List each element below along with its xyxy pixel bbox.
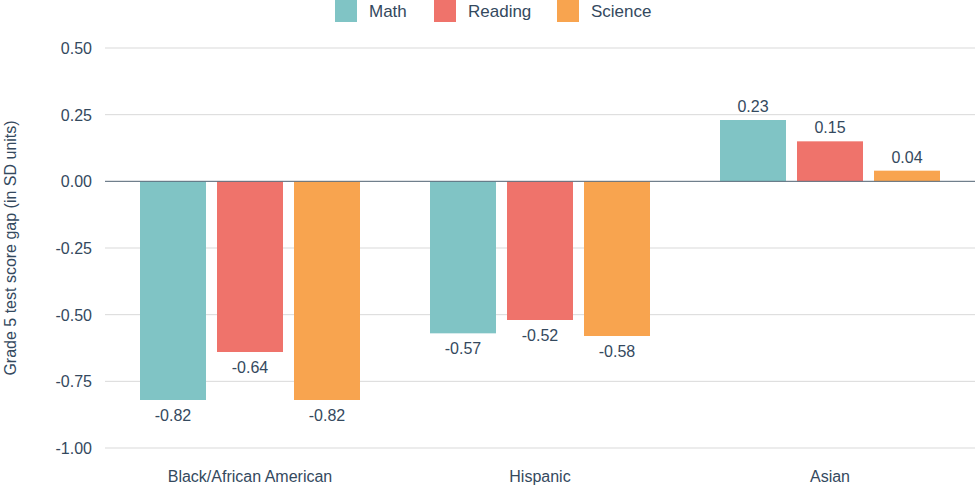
data-label: -0.82: [155, 407, 192, 424]
data-labels: -0.82 -0.64 -0.82 -0.57 -0.52 -0.58 0.23 0.15 0.…: [155, 98, 923, 424]
bar: [720, 120, 786, 181]
x-tick-label: Hispanic: [509, 468, 570, 485]
legend-swatch: [434, 0, 456, 22]
y-tick-label: -0.50: [56, 307, 93, 324]
bar: [294, 181, 360, 400]
bar: [430, 181, 496, 333]
y-tick-label: 0.00: [61, 173, 92, 190]
data-label: -0.57: [445, 340, 482, 357]
legend-label: Math: [369, 2, 407, 21]
y-axis-line: [105, 48, 106, 448]
legend-swatch: [557, 0, 579, 22]
bar: [797, 141, 863, 181]
bar: [507, 181, 573, 320]
y-tick-label: 0.50: [61, 40, 92, 57]
bars: [140, 120, 940, 400]
data-label: -0.58: [599, 343, 636, 360]
data-label: -0.64: [232, 359, 269, 376]
chart: -1.00 -0.75 -0.50 -0.25 0.00 0.25 0.50 Grade 5 …: [0, 0, 975, 489]
grid-line: [105, 114, 975, 115]
y-tick-label: -1.00: [56, 440, 93, 457]
data-label: -0.52: [522, 327, 559, 344]
legend-label: Reading: [468, 2, 531, 21]
data-label: -0.82: [309, 407, 346, 424]
x-tick-label: Black/African American: [168, 468, 333, 485]
grid-line: [105, 48, 975, 49]
legend-swatch: [335, 0, 357, 22]
y-tick-label: -0.75: [56, 373, 93, 390]
data-label: 0.23: [737, 98, 768, 115]
y-tick-label: 0.25: [61, 107, 92, 124]
grid: [105, 48, 975, 448]
data-label: 0.04: [891, 149, 922, 166]
grid-line: [105, 381, 975, 382]
legend: Math Reading Science: [335, 0, 651, 22]
data-label: 0.15: [814, 119, 845, 136]
bar: [584, 181, 650, 336]
y-axis-label: Grade 5 test score gap (in SD units): [2, 120, 19, 375]
bar: [217, 181, 283, 352]
legend-label: Science: [591, 2, 651, 21]
grid-line: [105, 181, 975, 182]
grid-line: [105, 448, 975, 449]
x-tick-label: Asian: [810, 468, 850, 485]
y-tick-label: -0.25: [56, 240, 93, 257]
baseline: [105, 181, 975, 182]
bar: [140, 181, 206, 400]
bar: [874, 171, 940, 182]
